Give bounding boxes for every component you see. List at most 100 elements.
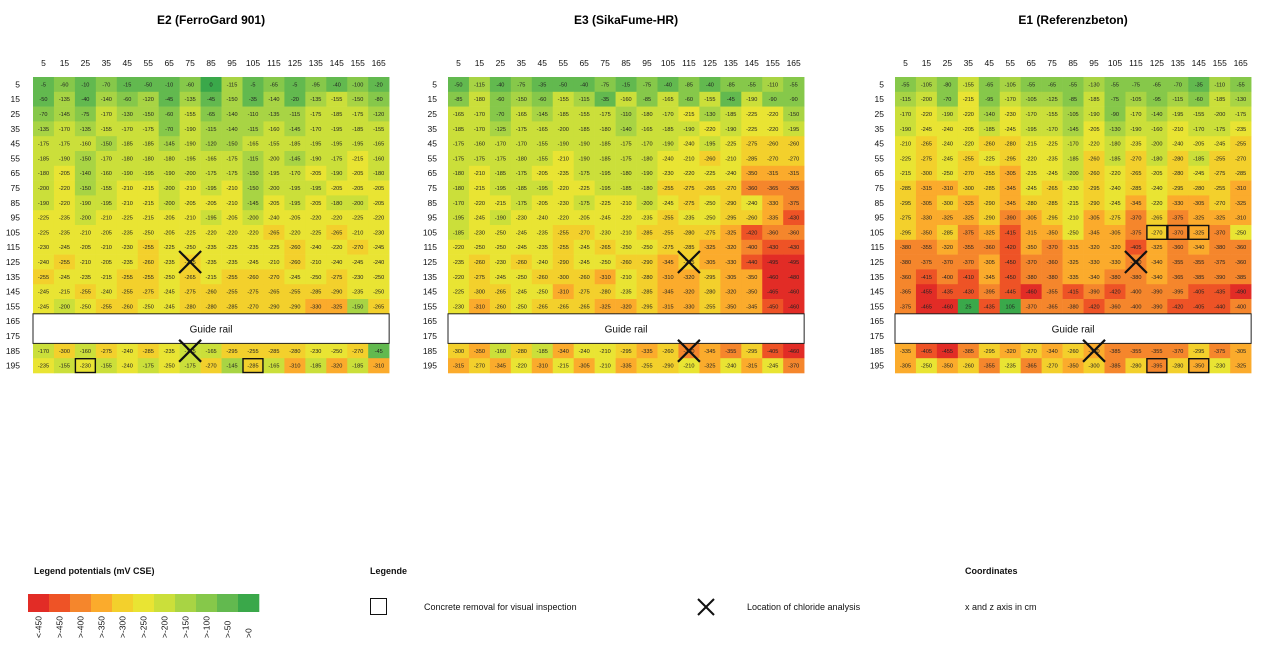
- cell-value-label: -205: [352, 186, 363, 192]
- heatmap-cell: [368, 106, 390, 122]
- heatmap-cell: [221, 77, 243, 93]
- cell-value-label: -440: [746, 260, 757, 266]
- cell-value-label: -330: [1172, 201, 1183, 207]
- heatmap-cell: [720, 165, 742, 181]
- heatmap-cell: [368, 91, 390, 107]
- cell-value-label: -460: [788, 304, 799, 310]
- cell-value-label: -355: [725, 349, 736, 355]
- cell-value-label: -375: [963, 230, 974, 236]
- x-tick-label: 125: [703, 58, 717, 68]
- heatmap-cell: [720, 269, 742, 285]
- heatmap-cell: [1062, 269, 1084, 285]
- heatmap-cell: [957, 151, 980, 167]
- cell-value-label: -185: [537, 349, 548, 355]
- heatmap-cell: [594, 343, 616, 359]
- heatmap-cell: [510, 299, 533, 315]
- cell-value-label: -210: [80, 230, 91, 236]
- chloride-cross: [178, 339, 202, 363]
- x-tick-label: 15: [60, 58, 70, 68]
- cell-value-label: -150: [226, 97, 237, 103]
- heatmap-cell: [137, 136, 159, 152]
- heatmap-cell: [347, 225, 369, 241]
- heatmap-cell: [783, 106, 805, 122]
- y-tick-label: 175: [423, 331, 437, 341]
- cell-value-label: -350: [746, 275, 757, 281]
- cell-value-label: -45: [207, 97, 215, 103]
- heatmap-cell: [1146, 121, 1168, 137]
- heatmap-cell: [636, 195, 658, 211]
- heatmap-cell: [1104, 121, 1126, 137]
- cell-value-label: -190: [579, 142, 590, 148]
- cell-value-label: -285: [641, 290, 652, 296]
- cell-value-label: -175: [59, 142, 70, 148]
- cell-value-label: -225: [185, 230, 196, 236]
- cell-value-label: -360: [788, 230, 799, 236]
- heatmap-cell: [1167, 136, 1189, 152]
- heatmap-cell: [221, 284, 243, 300]
- cell-value-label: -355: [921, 245, 932, 251]
- cell-value-label: -265: [1047, 186, 1058, 192]
- heatmap-cell: [221, 210, 243, 226]
- cell-value-label: -265: [537, 304, 548, 310]
- y-tick-label: 45: [428, 139, 438, 149]
- heatmap-cell: [242, 284, 264, 300]
- cell-value-label: -175: [226, 156, 237, 162]
- cell-value-label: -315: [662, 304, 673, 310]
- cell-value-label: -105: [1026, 97, 1037, 103]
- heatmap-cell: [95, 77, 118, 93]
- y-tick-label: 185: [870, 346, 884, 356]
- heatmap-cell: [783, 269, 805, 285]
- heatmap-cell: [179, 239, 201, 255]
- y-tick-label: 165: [423, 316, 437, 326]
- cell-value-label: -330: [1088, 260, 1099, 266]
- heatmap-cell: [1146, 77, 1168, 93]
- heatmap-cell: [762, 195, 784, 211]
- cell-value-label: -175: [352, 112, 363, 118]
- x-tick-label: 55: [143, 58, 153, 68]
- heatmap-cell: [116, 180, 139, 196]
- cell-value-label: -75: [1132, 82, 1140, 88]
- cell-value-label: -210: [600, 364, 611, 370]
- heatmap-cell: [783, 121, 805, 137]
- cell-value-label: -205: [579, 216, 590, 222]
- heatmap-cell: [448, 254, 470, 270]
- cell-value-label: -45: [727, 97, 735, 103]
- cell-value-label: -280: [1172, 364, 1183, 370]
- cell-value-label: -205: [185, 201, 196, 207]
- cell-value-label: -260: [537, 275, 548, 281]
- heatmap-cell: [137, 239, 159, 255]
- heatmap-cell: [1104, 136, 1126, 152]
- cell-value-label: -175: [1214, 127, 1225, 133]
- cell-value-label: -200: [1067, 171, 1078, 177]
- heatmap-cell: [74, 121, 97, 137]
- cell-value-label: -385: [1193, 275, 1204, 281]
- heatmap-cell: [678, 180, 700, 196]
- cell-value-label: -210: [900, 142, 911, 148]
- heatmap-cell: [1062, 91, 1084, 107]
- heatmap-cell: [347, 358, 369, 374]
- cell-value-label: -150: [352, 97, 363, 103]
- cell-value-label: -185: [600, 142, 611, 148]
- heatmap-cell: [615, 239, 637, 255]
- heatmap-cell: [552, 121, 574, 137]
- heatmap-cell: [489, 180, 512, 196]
- y-tick-label: 185: [423, 346, 437, 356]
- heatmap-cell: [347, 121, 369, 137]
- cell-value-label: -125: [495, 127, 506, 133]
- cell-value-label: -460: [788, 349, 799, 355]
- heatmap-cell: [999, 210, 1021, 226]
- cell-value-label: -305: [1193, 201, 1204, 207]
- cell-value-label: -305: [579, 364, 590, 370]
- cell-value-label: -175: [453, 142, 464, 148]
- cell-value-label: -275: [143, 290, 154, 296]
- heatmap-cell: [1167, 239, 1189, 255]
- cell-value-label: -360: [900, 275, 911, 281]
- cell-value-label: -115: [248, 156, 259, 162]
- cell-value-label: -320: [725, 245, 736, 251]
- cell-value-label: -220: [331, 216, 342, 222]
- heatmap-cell: [221, 91, 243, 107]
- cell-value-label: -40: [81, 97, 89, 103]
- heatmap-cell: [720, 180, 742, 196]
- heatmap-cell: [74, 254, 97, 270]
- cell-value-label: -150: [80, 156, 91, 162]
